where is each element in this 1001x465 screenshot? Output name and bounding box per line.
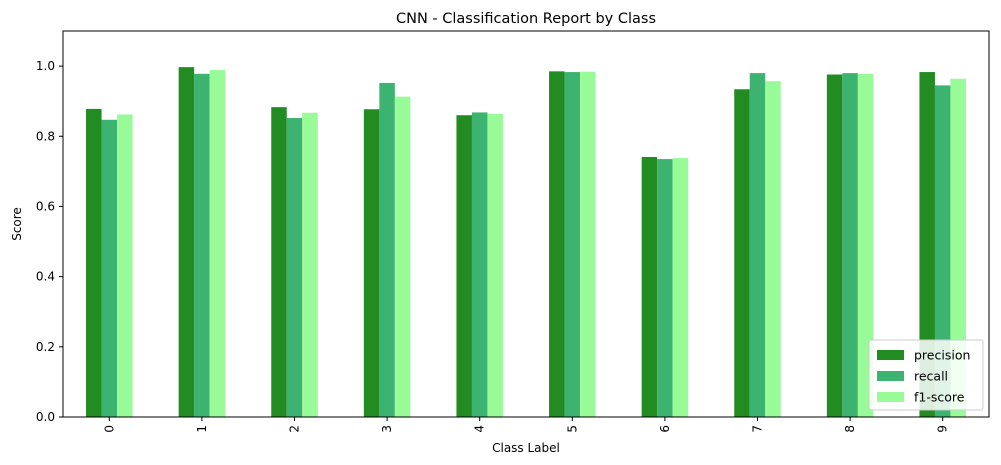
x-tick-label: 5	[565, 425, 579, 433]
bar-precision-class-3	[363, 109, 380, 418]
chart-title: CNN - Classification Report by Class	[396, 11, 656, 27]
x-tick-label: 6	[658, 425, 672, 433]
y-tick-label: 0.2	[36, 340, 55, 354]
bar-f1-score-class-4	[487, 113, 503, 417]
bar-precision-class-9	[919, 72, 935, 417]
bar-f1-score-class-6	[672, 158, 689, 417]
legend-label-f1-score: f1-score	[914, 390, 965, 405]
bar-precision-class-6	[641, 156, 658, 417]
bar-precision-class-4	[456, 115, 472, 417]
bar-recall-class-9	[934, 85, 951, 418]
bar-f1-score-class-1	[209, 69, 226, 417]
bar-precision-class-2	[271, 107, 287, 417]
y-axis-label: Score	[10, 207, 24, 241]
plot-area	[86, 67, 966, 418]
bar-precision-class-5	[549, 71, 565, 417]
bar-f1-score-class-2	[302, 112, 318, 418]
y-tick-label: 0.4	[36, 270, 55, 284]
y-tick-label: 0.8	[36, 129, 55, 143]
bar-precision-class-1	[178, 67, 195, 417]
y-tick-label: 0.6	[36, 199, 55, 213]
x-axis-label: Class Label	[492, 441, 560, 455]
x-tick-label: 4	[473, 425, 487, 433]
bar-recall-class-1	[194, 73, 210, 417]
x-tick-label: 2	[288, 425, 302, 433]
legend: precision recall f1-score	[868, 339, 984, 411]
x-tick-label: 8	[843, 425, 857, 433]
bar-recall-class-3	[379, 82, 395, 418]
y-axis: 0.0 0.2 0.4 0.6 0.8 1.0	[36, 59, 63, 424]
x-tick-label: 1	[195, 425, 209, 433]
legend-label-recall: recall	[914, 369, 948, 384]
bar-f1-score-class-3	[394, 96, 411, 418]
legend-swatch-precision	[877, 350, 904, 360]
bar-recall-class-2	[286, 118, 303, 417]
legend-label-precision: precision	[914, 348, 970, 363]
bar-f1-score-class-9	[950, 78, 966, 417]
plot-frame	[62, 30, 990, 418]
bar-recall-class-4	[471, 112, 488, 417]
x-axis: 0 1 2 3 4 5 6 7 8 9	[102, 417, 950, 433]
x-tick-label: 9	[936, 425, 950, 433]
bar-recall-class-7	[749, 73, 766, 417]
bar-f1-score-class-7	[765, 81, 781, 418]
legend-swatch-f1-score	[877, 392, 904, 402]
bar-f1-score-class-5	[580, 71, 596, 418]
bar-recall-class-6	[657, 159, 673, 417]
bar-recall-class-8	[842, 73, 858, 417]
bar-precision-class-7	[734, 89, 750, 417]
x-tick-label: 0	[102, 425, 116, 433]
bar-f1-score-class-8	[857, 73, 874, 417]
bar-precision-class-8	[826, 74, 843, 417]
y-tick-label: 1.0	[36, 59, 55, 73]
x-tick-label: 7	[751, 425, 765, 433]
bar-precision-class-0	[86, 108, 102, 417]
y-tick-label: 0.0	[36, 410, 55, 424]
bar-f1-score-class-0	[117, 114, 133, 418]
legend-swatch-recall	[877, 371, 904, 381]
bar-recall-class-0	[101, 119, 118, 417]
x-tick-label: 3	[380, 425, 394, 433]
bar-recall-class-5	[564, 72, 581, 417]
